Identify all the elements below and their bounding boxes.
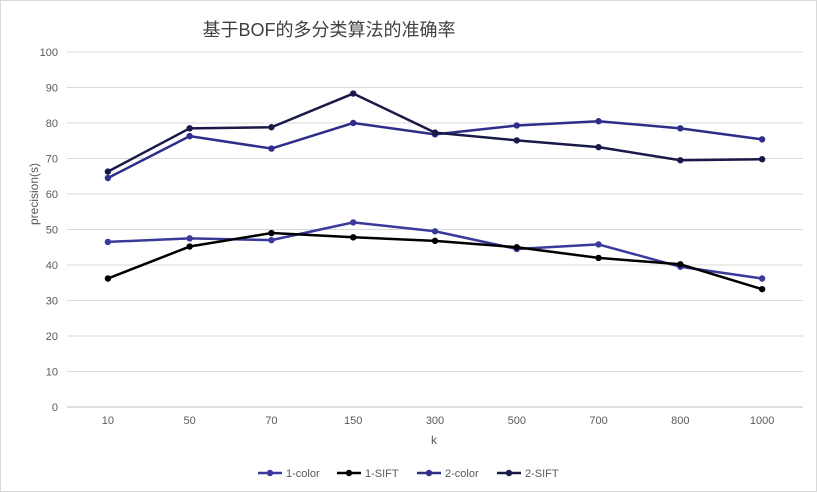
series-2-SIFT (104, 90, 766, 175)
y-tick-label: 100 (40, 47, 58, 59)
legend-item: 1-SIFT (337, 468, 399, 480)
legend-label: 1-color (286, 468, 320, 480)
chart-title: 基于BOF的多分类算法的准确率 (202, 20, 455, 40)
legend-label: 1-SIFT (365, 468, 399, 480)
data-point (513, 137, 520, 144)
legend-label: 2-SIFT (525, 468, 559, 480)
data-point (595, 143, 602, 151)
x-tick-label: 10 (102, 415, 114, 427)
y-tick-label: 50 (46, 225, 58, 237)
data-point (595, 254, 602, 262)
data-point (431, 129, 439, 136)
data-point (350, 90, 357, 97)
data-point (104, 275, 112, 282)
y-tick-label: 80 (46, 118, 58, 130)
legend-item: 2-SIFT (497, 468, 559, 480)
x-tick-label: 1000 (750, 415, 774, 427)
data-point (758, 156, 766, 163)
x-tick-label: 700 (589, 415, 607, 427)
data-point (350, 219, 357, 226)
data-point (350, 119, 357, 127)
y-tick-label: 0 (52, 402, 58, 414)
data-point (186, 132, 193, 140)
data-point (431, 237, 439, 245)
x-tick-labels: 10 50 70 150 300 500 700 800 1000 (102, 415, 775, 427)
data-point (104, 174, 112, 182)
data-point (758, 275, 766, 282)
x-tick-label: 150 (344, 415, 362, 427)
data-point (758, 136, 766, 143)
y-tick-label: 60 (46, 189, 58, 201)
x-tick-label: 800 (671, 415, 689, 427)
data-point (350, 234, 357, 241)
data-point (513, 244, 520, 251)
y-axis-label: precision(s) (27, 163, 41, 225)
data-point (677, 157, 684, 164)
legend-item: 2-color (417, 468, 479, 480)
data-point (431, 228, 439, 235)
data-point (595, 241, 602, 248)
x-tick-label: 500 (508, 415, 526, 427)
data-point (268, 124, 275, 131)
y-tick-label: 40 (46, 260, 58, 272)
y-tick-label: 30 (46, 296, 58, 308)
data-point (595, 118, 602, 125)
series-1-color (104, 219, 766, 282)
x-tick-label: 70 (265, 415, 277, 427)
data-point (268, 145, 275, 152)
legend: 1-color 1-SIFT 2-color 2-SIFT (258, 468, 559, 480)
series-lines (104, 90, 766, 293)
data-point (513, 122, 520, 129)
y-tick-label: 20 (46, 331, 58, 343)
y-tick-label: 70 (46, 154, 58, 166)
data-point (186, 235, 193, 242)
y-tick-label: 90 (46, 83, 58, 95)
data-point (758, 285, 766, 293)
legend-marker (266, 469, 274, 477)
y-tick-label: 10 (46, 367, 58, 379)
data-point (104, 168, 112, 175)
data-point (104, 238, 112, 246)
data-point (268, 229, 275, 237)
x-tick-label: 50 (184, 415, 196, 427)
data-point (268, 236, 275, 244)
data-point (186, 125, 193, 132)
x-axis-label: k (431, 433, 438, 447)
legend-marker (425, 469, 433, 477)
data-point (677, 125, 684, 132)
data-point (186, 243, 193, 250)
data-point (677, 261, 684, 268)
series-1-SIFT (104, 229, 766, 293)
legend-marker (345, 469, 353, 477)
legend-item: 1-color (258, 468, 320, 480)
y-tick-labels: 0 10 20 30 40 50 60 70 80 90 100 (40, 47, 58, 414)
legend-marker (505, 469, 513, 477)
legend-label: 2-color (445, 468, 479, 480)
x-tick-label: 300 (426, 415, 444, 427)
